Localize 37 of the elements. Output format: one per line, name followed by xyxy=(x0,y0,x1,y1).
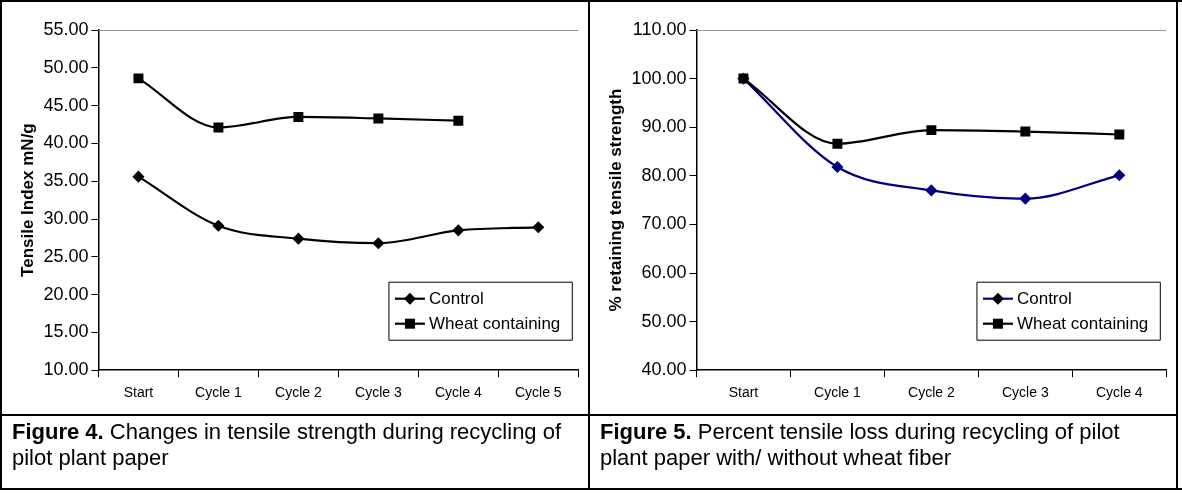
x-tick-label: Cycle 3 xyxy=(1002,384,1049,401)
y-tick-label: 60.00 xyxy=(641,261,687,282)
y-tick-label: 50.00 xyxy=(641,310,687,331)
y-tick-label: 110.00 xyxy=(632,18,687,39)
y-tick-label: 40.00 xyxy=(641,359,687,380)
legend-label: Control xyxy=(428,289,484,309)
y-tick-label: 10.00 xyxy=(43,359,89,380)
y-tick-label: 100.00 xyxy=(631,67,687,88)
y-tick-label: 45.00 xyxy=(43,94,89,115)
legend-label: Control xyxy=(1016,289,1072,309)
legend-label: Wheat containing xyxy=(1016,314,1149,334)
y-axis-title: % retaining tensile strength xyxy=(605,88,625,312)
y-tick-label: 70.00 xyxy=(641,213,687,234)
x-tick-label: Cycle 2 xyxy=(908,384,955,401)
caption: Figure 5. Percent tensile loss during recycling of pilot plant paper with/ without wheat fiber xyxy=(600,419,1121,471)
caption: Figure 4. Changes in tensile strength during recycling of pilot plant paper xyxy=(12,419,563,471)
x-tick-label: Cycle 5 xyxy=(514,384,562,401)
x-tick-label: Cycle 3 xyxy=(355,384,402,401)
x-tick-label: Cycle 1 xyxy=(814,384,861,401)
x-tick-label: Cycle 1 xyxy=(195,384,242,401)
y-tick-label: 40.00 xyxy=(43,132,89,153)
legend-label: Wheat containing xyxy=(428,314,561,334)
y-tick-label: 80.00 xyxy=(641,164,687,185)
y-tick-label: 90.00 xyxy=(641,116,687,137)
x-tick-label: Cycle 4 xyxy=(434,384,482,401)
x-tick-label: Start xyxy=(728,384,759,401)
y-tick-label: 30.00 xyxy=(43,207,89,228)
y-tick-label: 15.00 xyxy=(43,321,89,342)
y-tick-label: 35.00 xyxy=(43,170,89,191)
y-tick-label: 55.00 xyxy=(43,18,89,39)
x-tick-label: Cycle 2 xyxy=(275,384,322,401)
y-tick-label: 20.00 xyxy=(43,283,89,304)
y-tick-label: 25.00 xyxy=(43,245,89,266)
y-axis-title: Tensile Index mN/g xyxy=(17,123,37,277)
x-tick-label: Start xyxy=(123,384,154,401)
x-tick-label: Cycle 4 xyxy=(1095,384,1143,401)
y-tick-label: 50.00 xyxy=(43,56,89,77)
